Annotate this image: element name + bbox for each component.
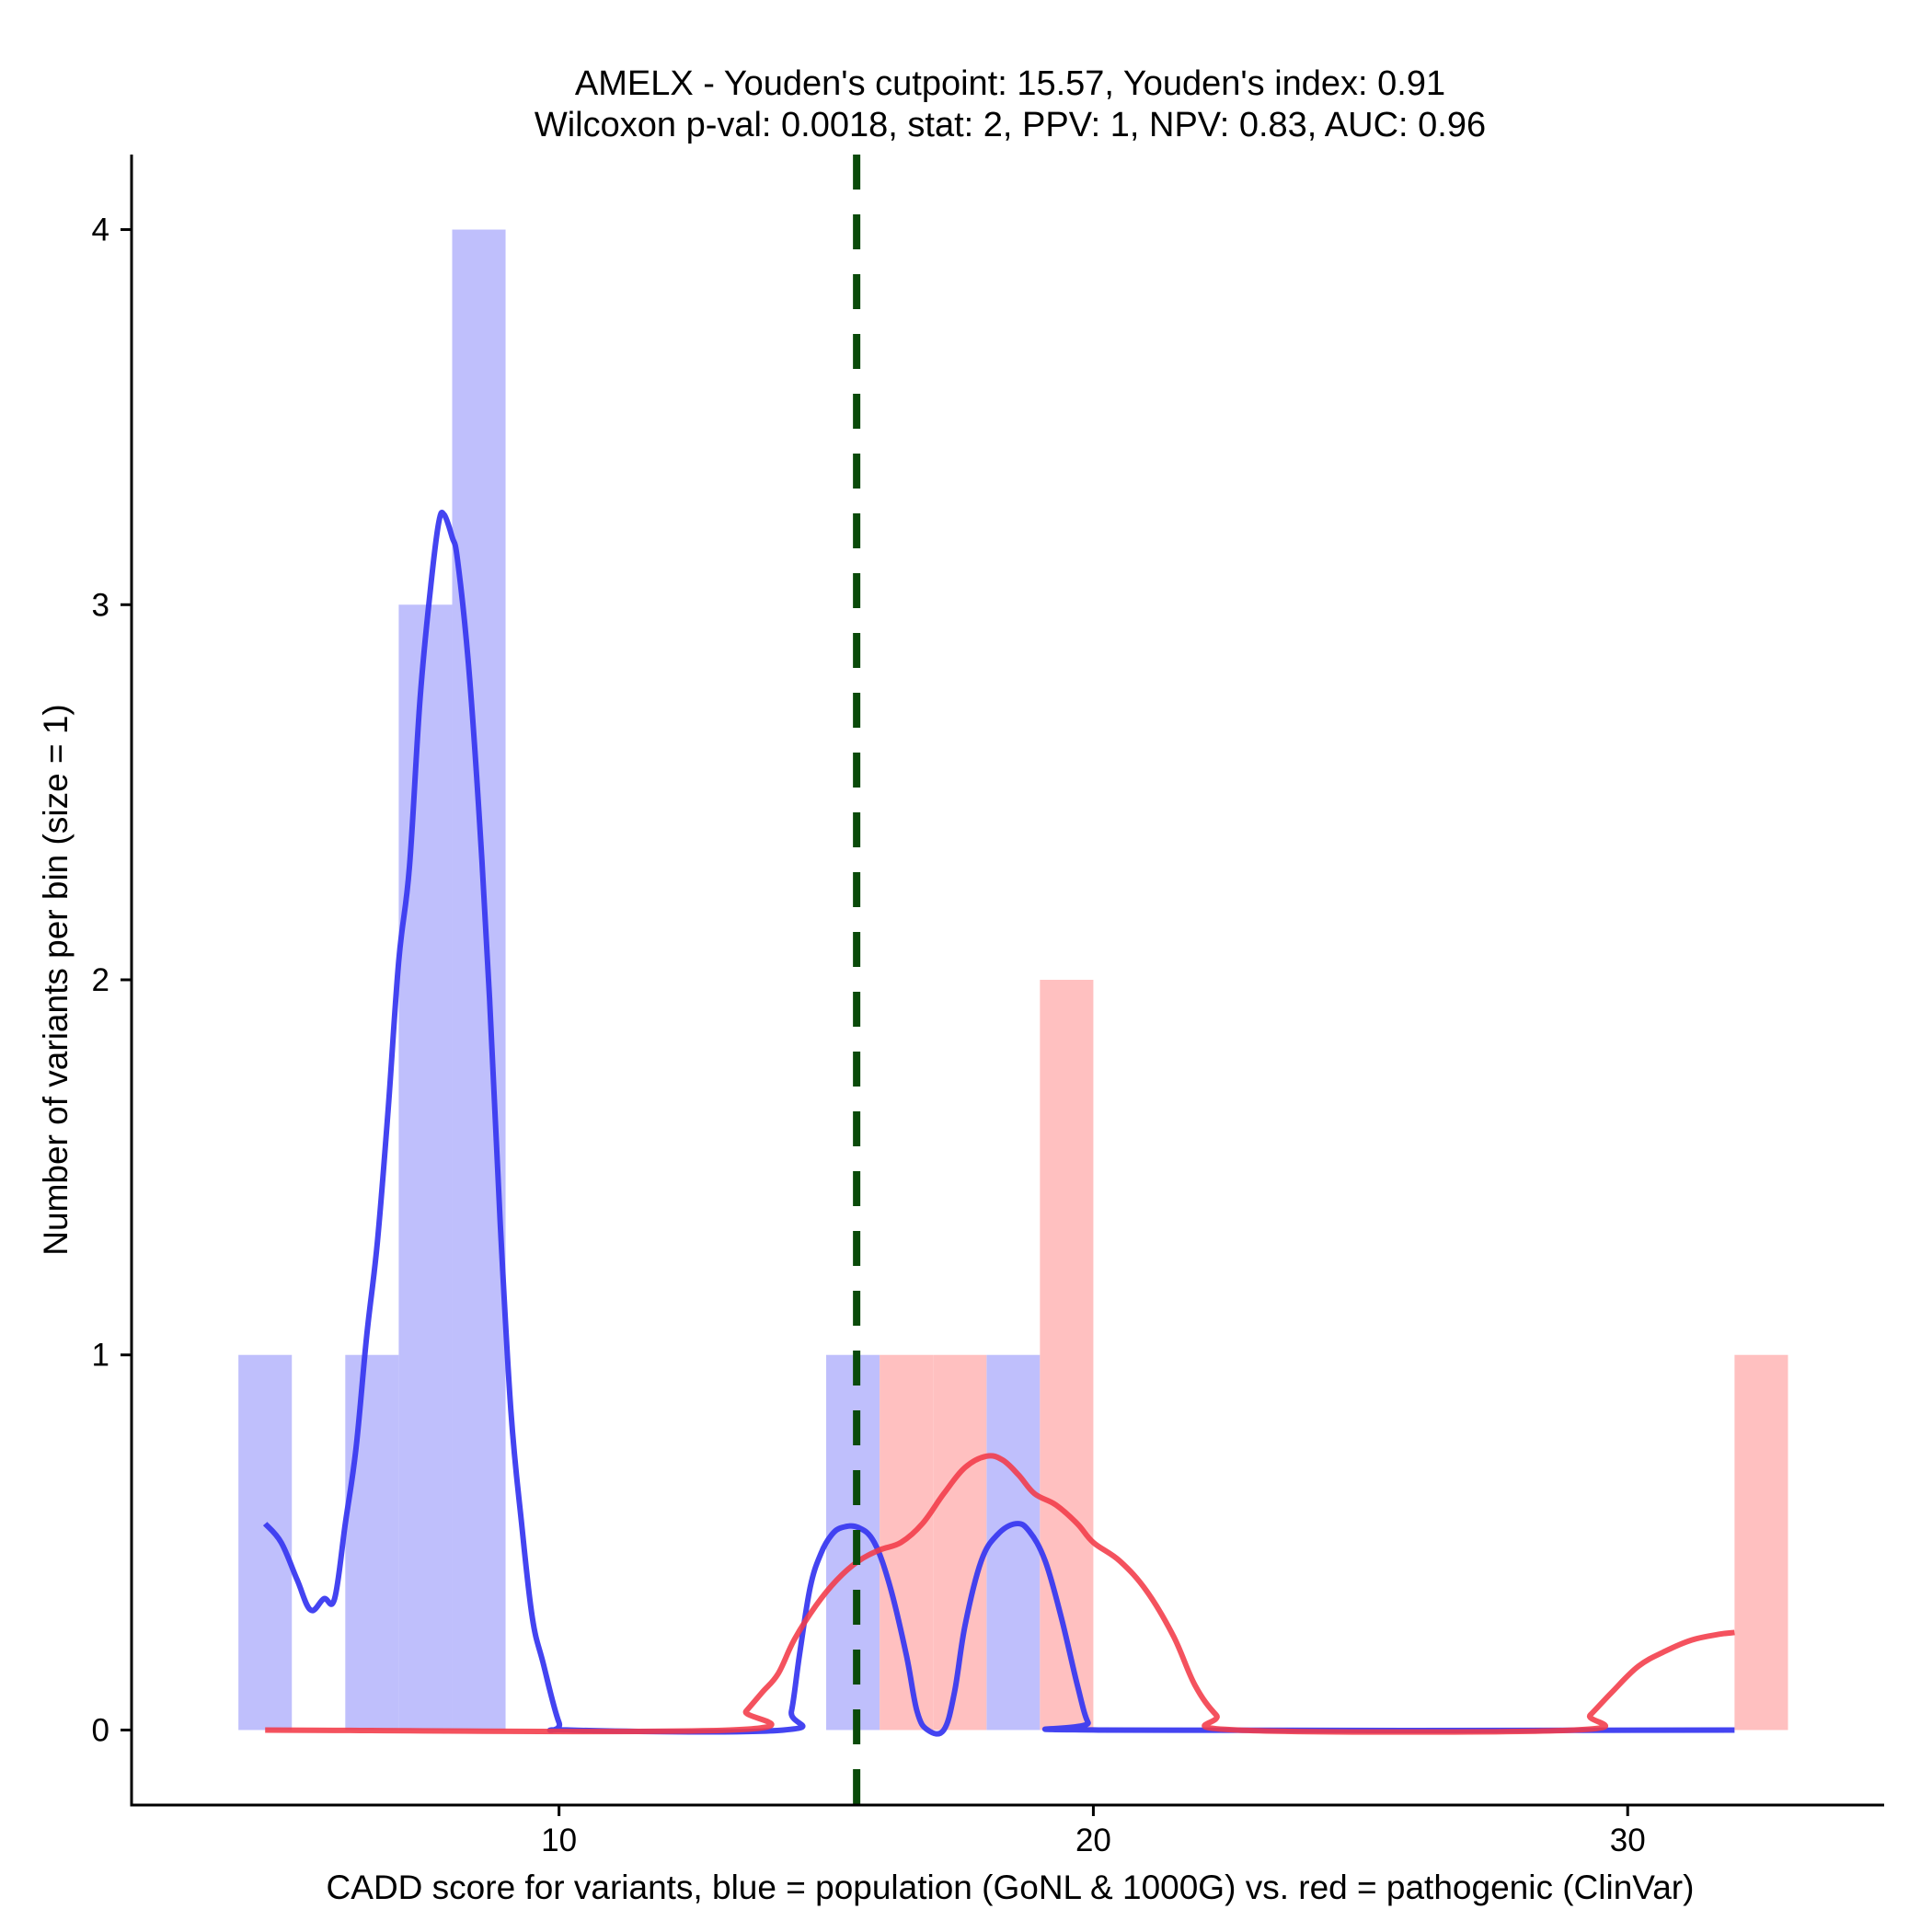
x-ticks: 10 20 30	[541, 1805, 1646, 1858]
population-bar-3	[452, 229, 506, 1731]
pathogenic-bar-2	[1040, 980, 1094, 1731]
y-tick-label-4: 4	[92, 213, 109, 248]
y-ticks: 0 1 2 3 4	[92, 213, 132, 1748]
population-bar-4	[826, 1354, 880, 1731]
x-tick-label-20: 20	[1075, 1823, 1111, 1858]
pathogenic-density-line	[265, 1453, 1735, 1735]
x-tick-label-30: 30	[1610, 1823, 1646, 1858]
y-tick-label-2: 2	[92, 962, 109, 998]
y-tick-label-0: 0	[92, 1712, 109, 1748]
y-tick-label-3: 3	[92, 587, 109, 623]
pathogenic-bar-3	[1734, 1354, 1788, 1731]
population-density-line	[262, 510, 1735, 1737]
x-axis-title: CADD score for variants, blue = populati…	[327, 1869, 1695, 1906]
y-tick-label-1: 1	[92, 1338, 109, 1374]
y-axis-title: Number of variants per bin (size = 1)	[37, 704, 75, 1255]
pathogenic-bar-0	[880, 1354, 934, 1731]
x-tick-label-10: 10	[541, 1823, 577, 1858]
chart-subtitle: Wilcoxon p-val: 0.0018, stat: 2, PPV: 1,…	[535, 106, 1486, 144]
density-curves	[262, 510, 1735, 1737]
population-bar-1	[345, 1354, 399, 1731]
chart-title: AMELX - Youden's cutpoint: 15.57, Youden…	[575, 64, 1445, 103]
population-bar-2	[398, 604, 453, 1731]
population-bar-5	[986, 1354, 1041, 1731]
